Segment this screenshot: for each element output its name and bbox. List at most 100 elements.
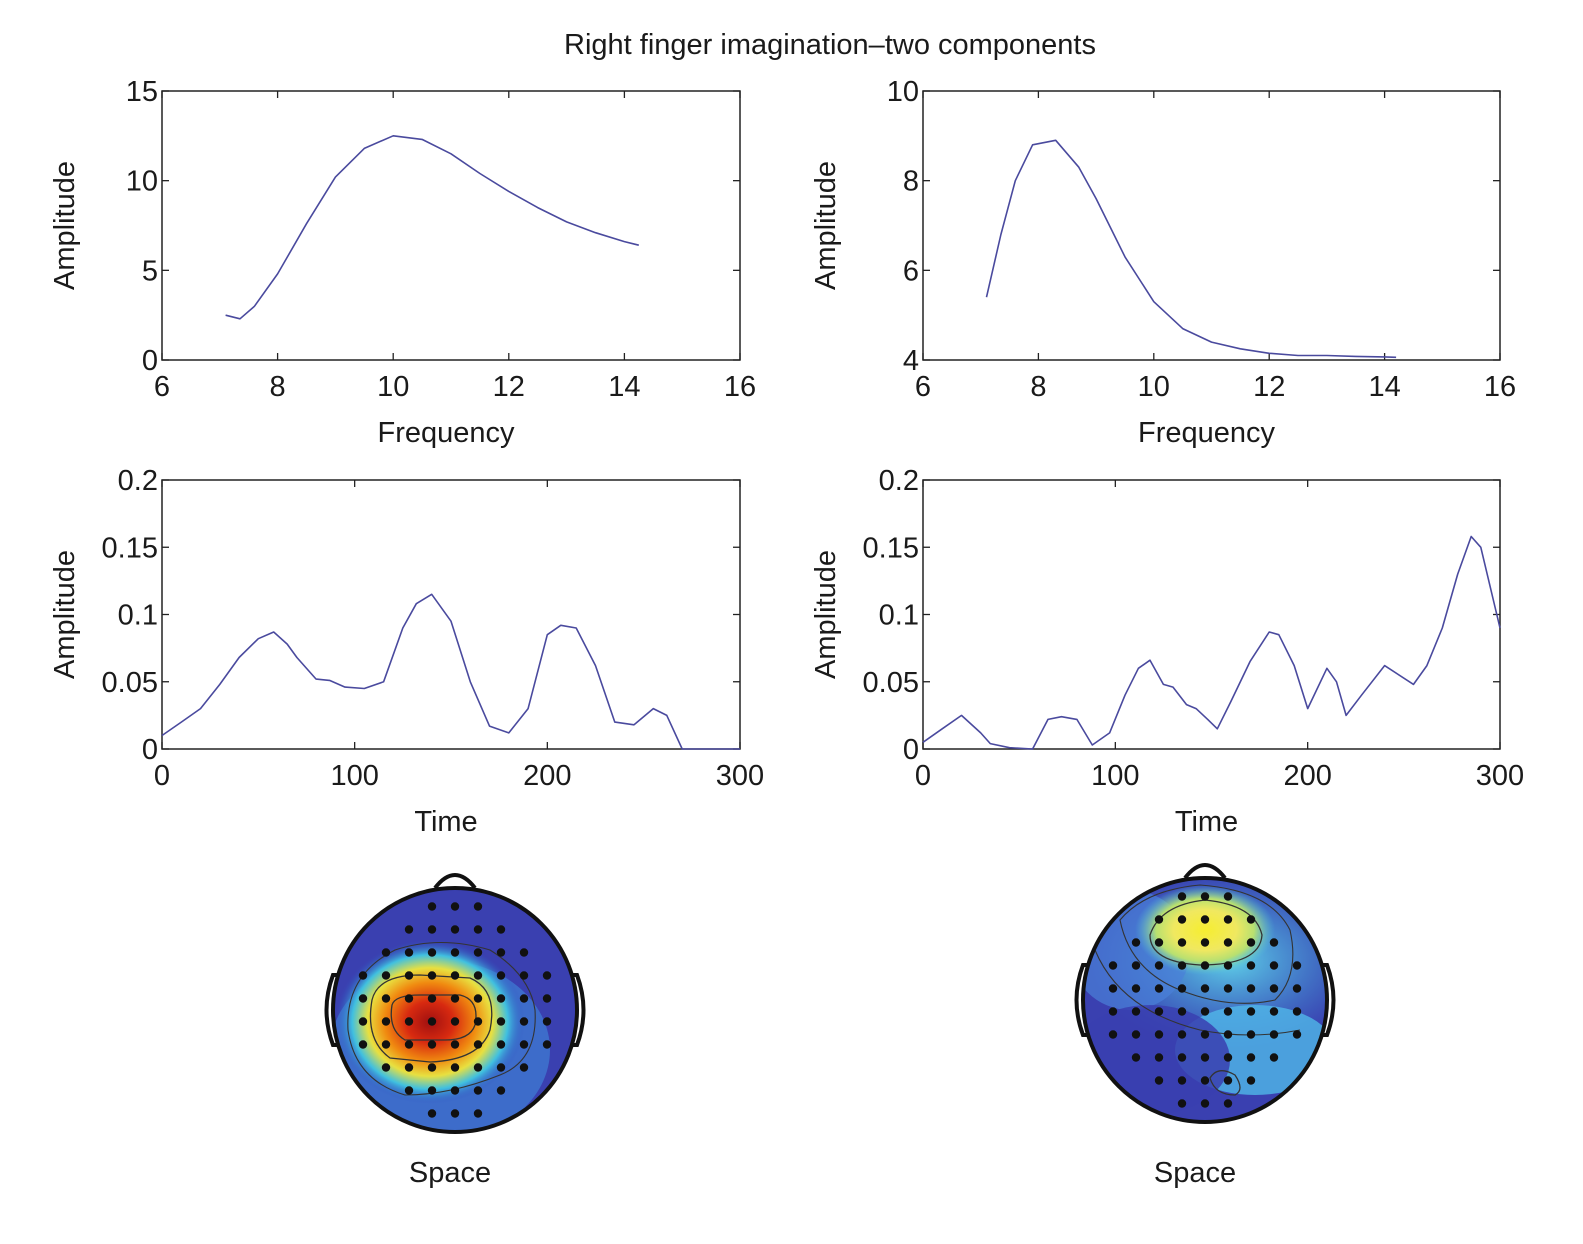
electrode-grid [1108,892,1302,1108]
plot-frame [161,90,741,361]
electrode-dot [1154,1030,1164,1039]
contour-line [1094,949,1301,1036]
electrode-dot [1246,1076,1256,1085]
electrode-dot [404,971,414,980]
electrode-dot [496,1063,506,1072]
electrode-dot [1131,1053,1141,1062]
electrode-dot [473,1086,483,1095]
electrode-dot [542,1040,552,1049]
electrode-dot [1177,984,1187,993]
electrode-dot [381,994,391,1003]
electrode-dot [1177,892,1187,901]
electrode-dot [404,948,414,957]
electrode-dot [450,994,460,1003]
x-tick-label: 0 [915,760,931,792]
x-tick-label: 10 [377,371,409,403]
x-tick-label: 8 [1030,371,1046,403]
y-axis-label: Amplitude [810,550,842,679]
x-tick-label: 6 [154,371,170,403]
x-axis-label: Frequency [377,417,515,449]
electrode-dot [450,1109,460,1118]
series-line [985,139,1397,359]
electrode-dot [496,948,506,957]
y-tick-label: 4 [903,345,919,377]
x-tick-label: 6 [915,371,931,403]
electrode-dot [1292,984,1302,993]
x-axis-label: Frequency [1138,417,1276,449]
y-tick-label: 0.1 [118,600,158,632]
electrode-dot [450,902,460,911]
x-axis-label: Time [414,806,477,838]
y-tick-label: 0.05 [102,667,158,699]
electrode-dot [1223,984,1233,993]
electrode-dot [427,994,437,1003]
electrode-dot [450,1040,460,1049]
electrode-dot [1154,1007,1164,1016]
y-axis-label: Amplitude [810,161,842,290]
electrode-dot [427,948,437,957]
electrode-dot [1200,1030,1210,1039]
electrode-dot [1223,915,1233,924]
electrode-dot [427,1017,437,1026]
scalp-map-1 [324,873,586,1134]
electrode-dot [1223,1030,1233,1039]
electrode-dot [473,1109,483,1118]
electrode-dot [473,948,483,957]
electrode-dot [404,925,414,934]
electrode-dot [427,902,437,911]
electrode-dot [496,925,506,934]
electrode-dot [519,1063,529,1072]
electrode-dot [1108,1030,1118,1039]
electrode-dot [1269,1053,1279,1062]
electrode-dot [1200,1076,1210,1085]
electrode-dot [450,1017,460,1026]
electrode-dot [1246,915,1256,924]
series-line [922,535,1501,750]
electrode-dot [542,971,552,980]
contour-line [1209,1070,1241,1096]
electrode-dot [1177,961,1187,970]
electrode-dot [404,1017,414,1026]
electrode-dot [427,1109,437,1118]
electrode-dot [381,1040,391,1049]
electrode-dot [1154,938,1164,947]
x-tick-label: 10 [1138,371,1170,403]
electrode-dot [381,948,391,957]
x-tick-label: 12 [1253,371,1285,403]
electrode-dot [1177,1007,1187,1016]
electrode-dot [358,971,368,980]
electrode-dot [1200,938,1210,947]
electrode-dot [473,925,483,934]
electrode-dot [1269,1030,1279,1039]
electrode-dot [381,971,391,980]
electrode-dot [427,1086,437,1095]
x-tick-label: 100 [330,760,378,792]
x-tick-label: 300 [716,760,764,792]
y-tick-label: 6 [903,255,919,287]
electrode-grid [358,902,552,1118]
y-tick-label: 0.1 [879,600,919,632]
x-tick-label: 100 [1091,760,1139,792]
space-label-1: Space [409,1157,491,1189]
electrode-dot [1223,938,1233,947]
electrode-dot [381,1017,391,1026]
electrode-dot [1246,938,1256,947]
scalp-map-2 [1074,863,1336,1124]
electrode-dot [1246,961,1256,970]
electrode-dot [1108,984,1118,993]
electrode-dot [1131,938,1141,947]
x-tick-label: 8 [270,371,286,403]
frequency-plot-1: 6 8 10 12 14 16 0 5 10 15 Frequency Amplitude [49,76,756,449]
electrode-dot [1131,1007,1141,1016]
electrode-dot [1223,1099,1233,1108]
y-tick-label: 0 [903,734,919,766]
electrode-dot [473,994,483,1003]
electrode-dot [1223,1007,1233,1016]
electrode-dot [1292,961,1302,970]
y-tick-label: 0 [142,345,158,377]
electrode-dot [1246,1053,1256,1062]
electrode-dot [427,1040,437,1049]
electrode-dot [1269,984,1279,993]
electrode-dot [1131,961,1141,970]
